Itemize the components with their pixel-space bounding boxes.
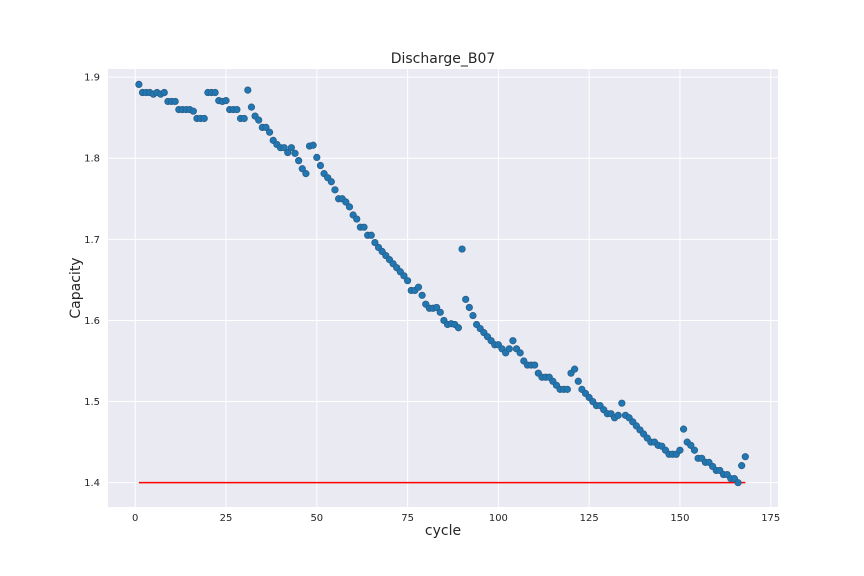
capacity-point: [309, 141, 317, 149]
capacity-point: [291, 149, 299, 157]
capacity-point: [400, 272, 408, 280]
y-tick-label: 1.9: [84, 73, 100, 84]
capacity-point: [316, 161, 325, 170]
capacity-point: [433, 303, 441, 312]
y-tick-label: 1.6: [84, 316, 100, 327]
grid-lines: [108, 69, 778, 507]
capacity-point: [414, 283, 423, 291]
x-tick-label: 25: [220, 513, 233, 524]
x-tick-label: 175: [761, 513, 780, 524]
capacity-point: [436, 308, 444, 316]
capacity-point: [574, 377, 582, 385]
capacity-point: [418, 291, 426, 299]
capacity-point: [738, 462, 746, 470]
capacity-point: [516, 349, 524, 357]
capacity-point: [327, 178, 335, 186]
chart-title: Discharge_B07: [391, 51, 496, 67]
x-tick-label: 0: [132, 513, 138, 524]
capacity-point: [563, 385, 571, 393]
x-axis-title: cycle: [425, 523, 461, 539]
x-tick-label: 75: [401, 513, 414, 524]
capacity-point: [458, 245, 466, 253]
capacity-point: [353, 215, 361, 223]
capacity-point: [255, 116, 263, 124]
capacity-point: [265, 128, 274, 136]
capacity-point: [331, 186, 339, 194]
data-points: [135, 80, 749, 487]
capacity-point: [734, 479, 742, 487]
y-tick-label: 1.5: [84, 397, 100, 408]
capacity-point: [233, 105, 241, 114]
capacity-point: [505, 345, 513, 353]
capacity-point: [284, 148, 292, 157]
capacity-point: [741, 453, 749, 461]
capacity-point: [454, 324, 463, 332]
x-tick-label: 150: [670, 513, 689, 524]
capacity-point: [618, 399, 626, 407]
plot-area: [108, 69, 778, 507]
capacity-point: [287, 144, 295, 152]
y-tick-label: 1.7: [84, 235, 100, 246]
capacity-point: [160, 88, 168, 97]
x-tick-label: 125: [580, 513, 599, 524]
y-tick-label: 1.4: [84, 478, 100, 489]
capacity-point: [614, 411, 622, 419]
capacity-point: [211, 88, 219, 97]
capacity-point: [247, 103, 256, 111]
capacity-point: [135, 80, 143, 89]
capacity-point: [679, 425, 688, 433]
capacity-point: [687, 441, 695, 449]
capacity-point: [367, 231, 375, 239]
x-tick-label: 100: [489, 513, 508, 524]
capacity-point: [298, 165, 306, 173]
capacity-point: [280, 144, 288, 152]
capacity-point: [295, 157, 303, 165]
capacity-point: [200, 114, 208, 123]
capacity-point: [313, 153, 321, 162]
y-tick-label: 1.8: [84, 154, 100, 165]
capacity-point: [676, 446, 684, 454]
capacity-point: [462, 295, 470, 303]
capacity-point: [222, 97, 230, 105]
capacity-point: [403, 277, 412, 285]
capacity-point: [469, 311, 477, 320]
capacity-point: [240, 114, 248, 123]
capacity-point: [690, 446, 699, 454]
capacity-point: [345, 203, 354, 211]
y-tick-labels: 1.4 1.5 1.6 1.7 1.8 1.9: [84, 73, 100, 490]
capacity-point: [302, 170, 310, 178]
capacity-point: [189, 107, 197, 115]
x-tick-labels: 0 25 50 75 100 125 150 175: [132, 513, 780, 524]
capacity-point: [465, 303, 473, 312]
x-tick-label: 50: [310, 513, 323, 524]
capacity-point: [371, 238, 379, 247]
capacity-point: [171, 97, 179, 106]
capacity-point: [244, 86, 252, 94]
capacity-point: [262, 123, 270, 132]
capacity-point: [342, 198, 350, 206]
y-axis-title: Capacity: [68, 257, 84, 318]
capacity-point: [509, 337, 517, 345]
capacity-point: [571, 365, 579, 373]
capacity-point: [360, 223, 368, 231]
capacity-point: [531, 361, 539, 369]
